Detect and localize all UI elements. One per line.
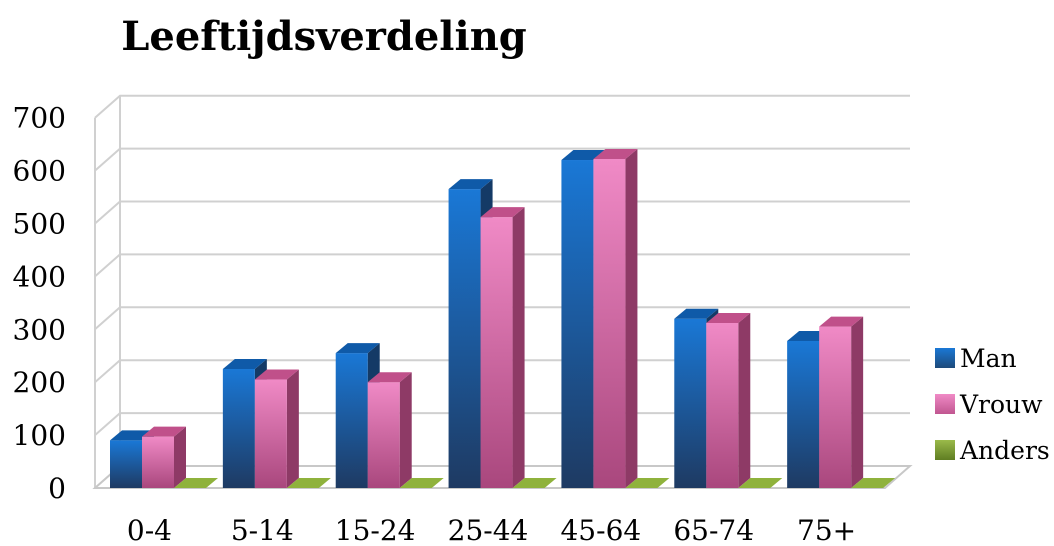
bar-top — [335, 343, 380, 354]
bar-front — [706, 322, 739, 488]
y-axis-ticks: 0 100 200 300 400 500 600 700 — [13, 102, 66, 505]
bar-anders-65-74 — [738, 478, 783, 488]
bar-front — [254, 379, 287, 488]
legend-item-anders: Anders — [935, 436, 1050, 465]
bar-vrouw-0-4 — [142, 426, 186, 488]
bar-top — [254, 369, 299, 380]
x-tick-label: 5-14 — [231, 514, 294, 546]
bar-vrouw-45-64 — [593, 148, 638, 488]
y-tick-label: 700 — [13, 102, 66, 135]
y-tick-label: 500 — [13, 208, 66, 241]
legend-label: Man — [960, 344, 1017, 373]
bar-top — [174, 478, 218, 488]
legend: Man Vrouw Anders — [935, 344, 1050, 465]
bar-top — [738, 478, 783, 488]
bar-anders-15-24 — [399, 478, 444, 488]
bar-front — [335, 353, 368, 488]
bar-vrouw-25-44 — [480, 207, 525, 489]
bar-top — [399, 478, 444, 488]
legend-swatch — [935, 440, 955, 460]
gridline — [94, 94, 910, 119]
bar-anders-45-64 — [625, 478, 670, 488]
bar-side — [512, 207, 525, 489]
bar-vrouw-15-24 — [367, 372, 412, 488]
bar-top — [142, 426, 186, 437]
bar-side — [738, 312, 751, 488]
bar-side — [625, 148, 638, 488]
legend-swatch — [935, 348, 955, 368]
bar-top — [851, 478, 896, 488]
chart-title: Leeftijdsverdeling — [121, 13, 527, 60]
bar-top — [706, 312, 751, 323]
bar-front — [480, 217, 513, 489]
bar-front — [367, 382, 400, 488]
y-tick-label: 200 — [13, 366, 66, 399]
y-tick-label: 300 — [13, 313, 66, 346]
bar-front — [561, 160, 594, 488]
x-tick-label: 0-4 — [127, 514, 172, 546]
bar-anders-75+ — [851, 478, 896, 488]
bar-vrouw-5-14 — [254, 369, 299, 488]
bar-front — [593, 158, 626, 488]
bar-side — [851, 316, 864, 488]
x-tick-label: 15-24 — [335, 514, 416, 546]
bar-top — [593, 148, 638, 159]
bar-front — [674, 318, 707, 488]
x-tick-label: 25-44 — [448, 514, 529, 546]
y-tick-label: 400 — [13, 260, 66, 293]
bar-anders-25-44 — [512, 478, 557, 488]
bar-front — [819, 326, 852, 488]
legend-item-man: Man — [935, 344, 1017, 373]
bar-top — [222, 358, 267, 369]
bar-front — [142, 436, 174, 488]
bar-top — [480, 207, 525, 218]
bar-top — [448, 179, 493, 190]
bar-top — [286, 478, 331, 488]
bar-side — [399, 372, 412, 488]
bar-top — [367, 372, 412, 383]
legend-swatch — [935, 394, 955, 414]
x-axis-ticks: 0-4 5-14 15-24 25-44 45-64 65-74 75+ — [127, 514, 856, 546]
x-tick-label: 75+ — [797, 514, 856, 546]
legend-label: Vrouw — [959, 390, 1043, 419]
bar-vrouw-75+ — [819, 316, 864, 488]
bar-top — [561, 150, 606, 161]
legend-item-vrouw: Vrouw — [935, 390, 1043, 419]
bar-top — [674, 308, 719, 319]
bar-front — [448, 189, 481, 489]
bar-top — [625, 478, 670, 488]
bar-top — [512, 478, 557, 488]
bar-top — [819, 316, 864, 327]
bar-front — [787, 340, 820, 488]
bar-anders-0-4 — [174, 478, 218, 488]
bar-front — [110, 440, 142, 488]
bars — [110, 148, 896, 489]
bar-front — [222, 368, 255, 488]
bar-vrouw-65-74 — [706, 312, 751, 488]
y-tick-label: 0 — [48, 472, 66, 505]
bar-side — [286, 369, 299, 488]
legend-label: Anders — [959, 436, 1050, 465]
x-tick-label: 45-64 — [560, 514, 641, 546]
gridline — [94, 147, 910, 172]
y-tick-label: 100 — [13, 419, 66, 452]
y-tick-label: 600 — [13, 155, 66, 188]
bar-anders-5-14 — [286, 478, 331, 488]
x-tick-label: 65-74 — [673, 514, 754, 546]
bar-side — [174, 426, 186, 488]
